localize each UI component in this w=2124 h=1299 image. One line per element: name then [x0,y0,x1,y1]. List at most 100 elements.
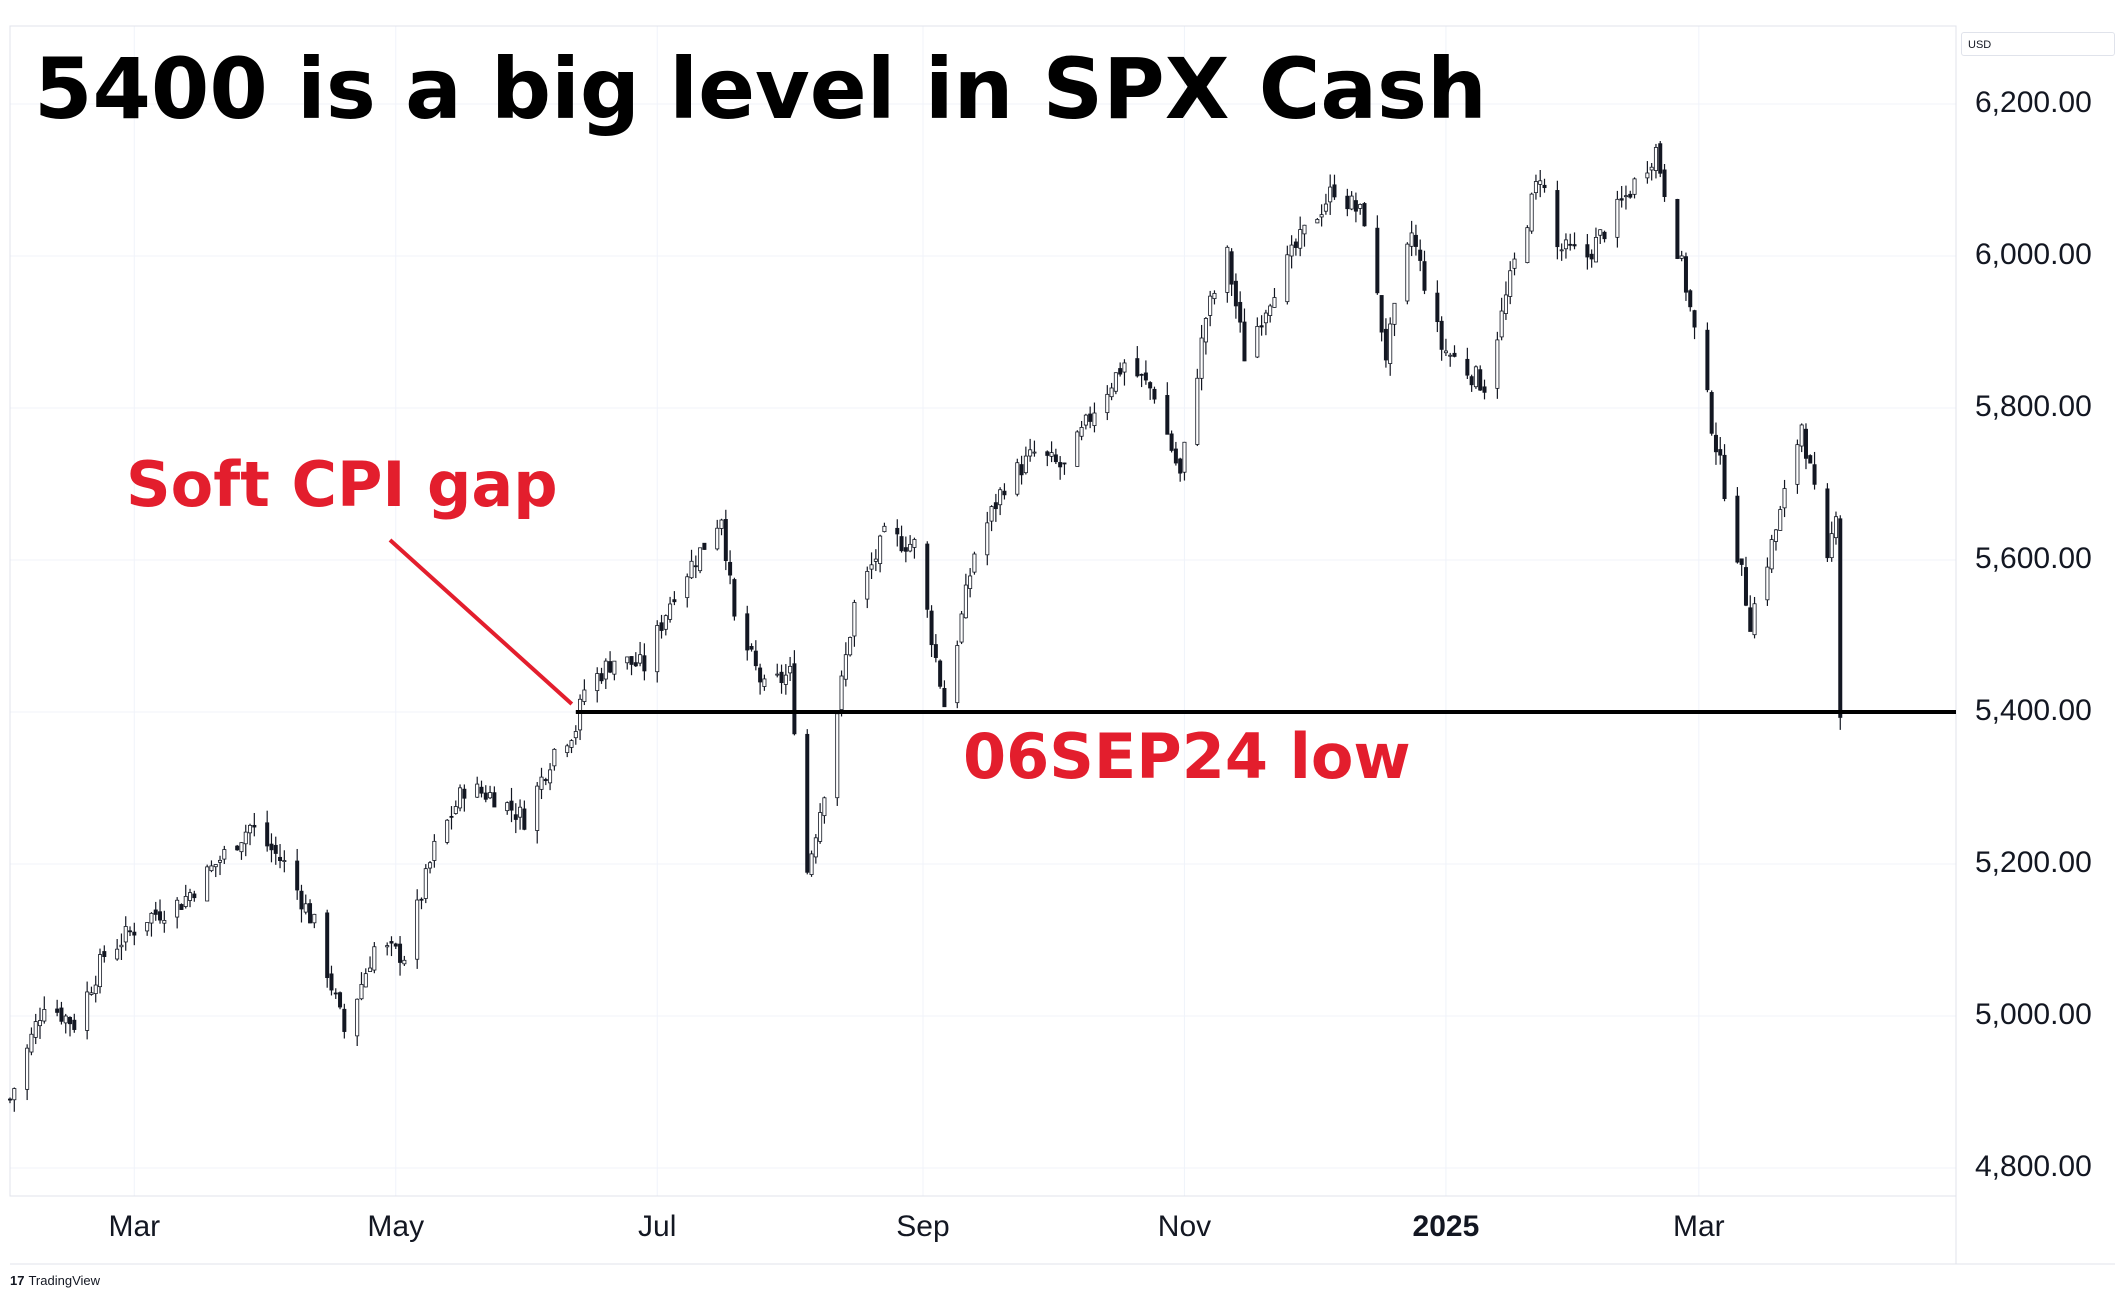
candle-body [655,625,660,673]
candlestick-series [7,141,1843,1112]
candle-body [102,951,107,957]
candle-body [865,571,870,600]
candle-body [359,984,364,1000]
candle-body [822,797,827,817]
candle-body [569,740,574,748]
candle-body [1109,387,1114,398]
candle-body [239,842,244,853]
candle-body [1238,301,1243,323]
candle-body [462,788,467,799]
candle-body [1778,509,1783,531]
candle-body [1469,376,1474,386]
candle-body [1435,292,1440,323]
candle-body [1285,254,1290,303]
candle-body [338,992,343,1008]
candle-body [1392,302,1397,325]
candle-body [1559,249,1564,252]
candle-body [672,599,677,603]
candle-body [1808,455,1813,464]
candle-body [1152,388,1157,400]
candle-body [852,602,857,637]
candle-body [878,535,883,565]
y-tick-label: 5,200.00 [1975,846,2092,879]
candle-body [1529,193,1534,232]
candle-body [458,787,463,809]
candle-body [299,890,304,910]
candle-body [1675,198,1680,259]
candle-body [839,675,844,711]
candle-body [1319,214,1324,218]
candle-body [1225,246,1230,293]
y-tick-label: 4,800.00 [1975,1150,2092,1183]
candle-body [33,1021,38,1038]
candle-body [1362,203,1367,227]
candle-body [1345,195,1350,210]
candle-body [899,536,904,552]
candle-body [792,663,797,735]
tradingview-logo-icon: 17 [10,1273,25,1288]
candle-body [98,954,103,988]
candle-body [329,973,334,991]
candle-body [1199,337,1204,379]
candle-body [218,859,223,863]
candle-body [775,673,780,676]
candle-body [72,1019,77,1030]
candle-body [1585,244,1590,258]
candle-body [942,688,947,708]
candle-body [1465,358,1470,376]
candle-body [1002,490,1007,496]
candle-body [719,519,724,529]
candle-body [63,1015,68,1024]
candle-body [492,792,497,808]
candle-body [848,637,853,656]
candle-body [1533,181,1538,194]
candle-body [518,806,523,818]
brand-label: TradingView [28,1273,101,1288]
candle-body [132,931,137,936]
tradingview-brand[interactable]: 17 TradingView [10,1273,100,1288]
candle-body [209,865,214,872]
candle-body [1289,244,1294,257]
candle-body [1049,452,1054,457]
candle-body [368,967,373,972]
candle-body [749,646,754,650]
currency-label[interactable]: USD [1961,32,2115,56]
candle-body [158,911,163,921]
chart-title: 5400 is a big level in SPX Cash [34,40,1487,138]
soft-cpi-gap-label: Soft CPI gap [126,448,558,521]
candle-body [1709,392,1714,434]
candle-body [1028,449,1033,457]
candle-body [1765,566,1770,601]
candle-body [93,984,98,995]
candle-body [1748,607,1753,632]
candle-body [625,656,630,664]
candle-body [428,862,433,869]
candle-body [432,840,437,861]
candle-body [788,665,793,674]
candle-body [1418,249,1423,261]
candle-body [1623,195,1628,198]
candle-body [758,667,763,683]
candle-body [1105,393,1110,414]
candle-body [252,824,257,828]
candle-body [1439,320,1444,350]
candle-body [1563,239,1568,250]
candle-body [278,856,283,862]
candle-body [873,558,878,562]
candle-body [603,660,608,680]
candle-body [1302,224,1307,235]
candle-body [372,946,377,971]
candle-body [608,661,613,673]
candle-body [1662,169,1667,197]
candle-body [145,922,150,932]
candle-body [1739,558,1744,565]
candle-body [985,522,990,556]
candle-body [633,662,638,667]
candle-body [925,543,930,610]
candle-body [333,992,338,995]
y-tick-label: 6,200.00 [1975,86,2092,119]
candle-body [993,502,998,510]
candle-body [1782,488,1787,509]
y-tick-label: 5,600.00 [1975,542,2092,575]
